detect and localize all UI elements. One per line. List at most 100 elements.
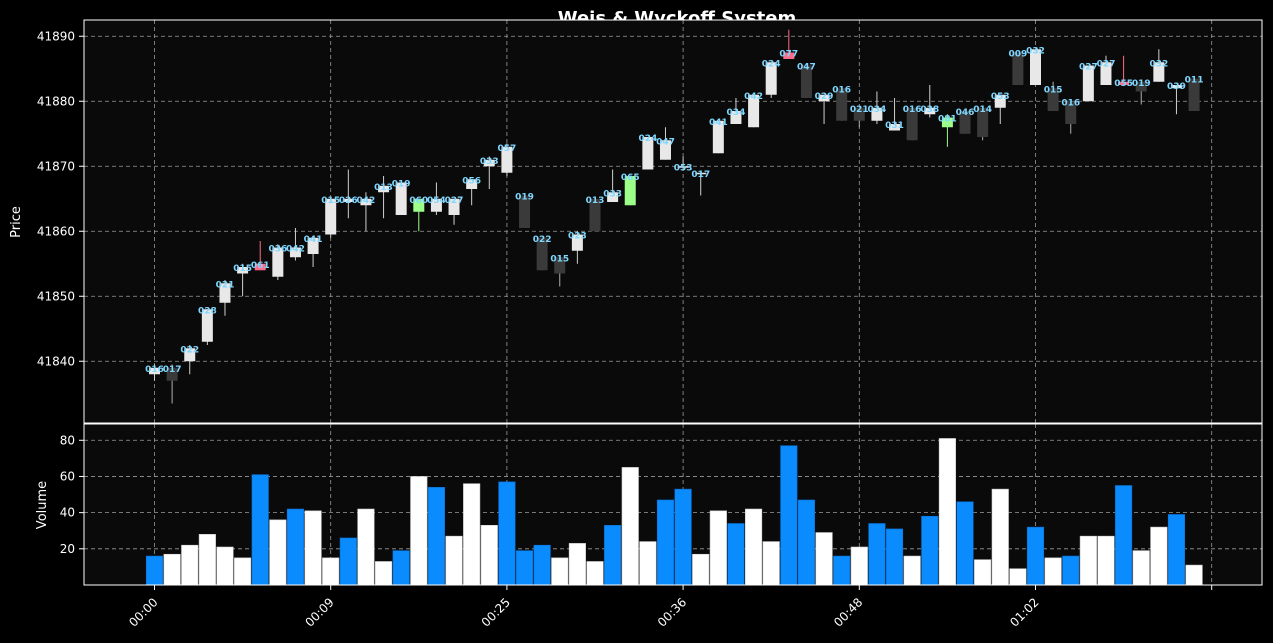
- price-y-tick-label: 41870: [37, 159, 75, 173]
- volume-bar: [198, 534, 216, 586]
- candle-body: [1135, 81, 1147, 92]
- candle-body: [201, 309, 213, 342]
- wave-volume-label: 042: [286, 245, 305, 255]
- wave-volume-label: 021: [850, 105, 869, 115]
- candle-body: [149, 367, 160, 375]
- volume-bar: [1132, 550, 1150, 586]
- volume-bar: [586, 561, 604, 586]
- candle-body: [906, 107, 918, 141]
- price-y-tick-label: 41890: [37, 29, 75, 43]
- volume-bar: [1062, 555, 1080, 586]
- price-axis-label: Price: [9, 206, 24, 238]
- wave-volume-label: 013: [586, 196, 605, 206]
- volume-bar: [1026, 526, 1045, 586]
- wave-volume-label: 061: [251, 261, 270, 271]
- candle-body: [659, 140, 671, 160]
- candle-body: [730, 111, 742, 124]
- candle-body: [1030, 49, 1041, 85]
- candle-body: [289, 247, 301, 258]
- candle-body: [254, 263, 266, 271]
- volume-bar: [956, 501, 974, 586]
- candle-body: [1082, 65, 1094, 102]
- price-y-tick-label: 41860: [37, 224, 75, 238]
- wave-volume-label: 013: [374, 183, 393, 193]
- volume-bar: [357, 508, 375, 586]
- candle-body: [519, 195, 531, 228]
- volume-bar: [850, 546, 868, 586]
- candle-body: [941, 117, 953, 128]
- wave-volume-label: 017: [163, 365, 182, 375]
- candle-body: [1012, 52, 1024, 85]
- wave-volume-label: 023: [568, 232, 587, 242]
- volume-bar: [745, 508, 763, 586]
- volume-bar: [1079, 535, 1097, 586]
- volume-bar: [234, 557, 252, 586]
- wave-volume-label: 015: [1044, 85, 1063, 95]
- volume-bar: [709, 510, 727, 586]
- volume-bar: [921, 515, 939, 586]
- volume-bar: [1150, 526, 1168, 586]
- volume-bar: [145, 555, 164, 586]
- wave-volume-label: 029: [815, 92, 834, 102]
- wave-volume-label: 019: [392, 180, 411, 190]
- candle-body: [1118, 81, 1130, 85]
- volume-panel-frame: [83, 423, 1263, 586]
- volume-bar: [674, 488, 692, 586]
- wave-labels: 0160170220280210150610360420410150260420…: [145, 46, 1203, 375]
- volume-bar: [780, 445, 798, 586]
- price-panel-background: [84, 20, 1262, 423]
- candle-body: [466, 179, 478, 189]
- wave-volume-label: 015: [321, 196, 340, 206]
- wave-volume-label: 021: [216, 280, 235, 290]
- wave-volume-label: 016: [832, 85, 851, 95]
- volume-bar: [339, 537, 357, 586]
- candle-body: [871, 107, 883, 121]
- volume-panel: 20 40 60 80 Volume: [35, 423, 1263, 586]
- volume-bar: [1185, 564, 1203, 586]
- wave-volume-label: 019: [515, 193, 534, 203]
- volume-y-tick-label: 60: [60, 469, 75, 483]
- candle-body: [977, 107, 989, 137]
- wave-volume-label: 009: [1008, 50, 1027, 60]
- price-y-tick-label: 41840: [37, 354, 75, 368]
- volume-bar: [163, 553, 181, 586]
- volume-bar: [181, 544, 199, 586]
- candle-body: [924, 107, 936, 115]
- candle-body: [554, 257, 566, 274]
- wave-volume-label: 016: [1061, 98, 1080, 108]
- candle-body: [1170, 85, 1182, 89]
- volume-bar: [868, 523, 886, 586]
- wave-volume-label: 024: [638, 134, 657, 144]
- candle-body: [378, 185, 390, 193]
- volume-bar: [286, 508, 305, 586]
- volume-bar: [1167, 514, 1186, 586]
- candle-body: [800, 65, 812, 98]
- wave-volume-label: 060: [409, 196, 428, 206]
- candle-body: [501, 146, 513, 173]
- volume-y-ticks: 20 40 60 80: [60, 433, 84, 556]
- volume-bar: [392, 550, 410, 586]
- candle-body: [836, 88, 848, 121]
- wave-volume-label: 026: [339, 196, 358, 206]
- wave-volume-label: 022: [180, 345, 199, 355]
- wave-volume-label: 042: [357, 196, 376, 206]
- candle-body: [395, 182, 407, 215]
- candle-body: [307, 237, 319, 254]
- volume-bar: [1009, 568, 1027, 586]
- wave-volume-label: 041: [709, 118, 728, 128]
- wave-volume-label: 014: [973, 105, 992, 115]
- volume-bars: [145, 438, 1203, 586]
- volume-axis-label: Volume: [35, 481, 50, 529]
- candle-body: [342, 198, 354, 202]
- wave-volume-label: 028: [198, 306, 217, 316]
- wave-volume-label: 041: [304, 235, 323, 245]
- volume-bar: [885, 528, 904, 586]
- volume-bar: [568, 543, 586, 586]
- wave-volume-label: 017: [691, 170, 710, 180]
- wave-volume-label: 024: [762, 59, 781, 69]
- volume-bar: [463, 483, 481, 586]
- candle-body: [166, 367, 178, 381]
- candle-body: [783, 52, 795, 59]
- wave-volume-label: 053: [674, 163, 693, 173]
